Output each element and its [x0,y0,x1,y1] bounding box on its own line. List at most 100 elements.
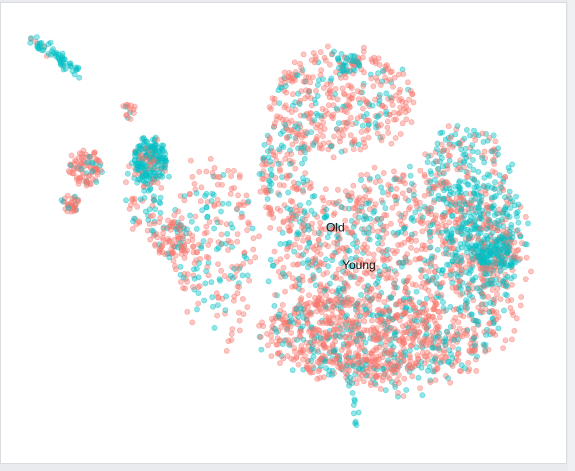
point-red [470,325,477,332]
point-red [341,288,348,295]
point-red [335,266,342,273]
point-red [315,368,322,375]
point-red [387,347,394,354]
point-red [455,357,462,364]
point-teal [137,196,144,202]
point-red [172,262,178,269]
point-red [144,158,151,164]
point-red [405,335,412,341]
point-red [373,344,380,351]
point-red [408,342,415,349]
point-red [522,276,529,282]
point-teal [466,162,473,169]
point-teal [132,150,139,157]
point-teal [267,178,273,185]
point-red [385,269,392,276]
point-teal [350,363,357,369]
point-red [492,169,499,176]
point-red [494,285,501,292]
point-teal [211,225,217,232]
point-red [315,237,322,243]
point-red [435,182,442,189]
point-red [385,191,392,198]
point-red [327,297,334,304]
point-red [350,273,357,280]
point-red [295,252,302,259]
point-red [332,326,339,333]
point-teal [464,299,471,306]
point-teal [293,306,300,313]
point-red [289,185,296,191]
point-red [234,263,241,270]
point-red [408,119,415,126]
point-red [147,213,154,220]
point-red [319,194,326,201]
point-red [393,314,400,321]
point-red [404,79,411,86]
point-red [272,174,279,181]
point-red [195,284,201,291]
point-teal [468,311,475,318]
point-teal [163,158,170,165]
point-red [507,304,514,311]
point-teal [461,225,468,232]
point-red [489,287,496,293]
point-red [314,248,320,255]
point-red [445,123,452,130]
point-teal [300,175,306,182]
point-teal [224,230,231,237]
point-teal [445,359,452,365]
point-red [373,74,380,81]
point-red [382,342,389,349]
point-red [323,333,330,340]
point-red [262,189,269,196]
point-red [437,233,444,239]
point-teal [313,110,320,117]
point-red [167,226,174,233]
point-red [430,199,437,206]
point-red [406,274,412,281]
point-teal [194,306,200,313]
point-red [440,308,447,315]
point-red [385,181,392,188]
point-red [401,329,408,336]
point-teal [332,332,339,339]
point-teal [493,242,500,249]
point-teal [366,236,373,243]
point-teal [391,268,398,275]
point-teal [492,179,498,186]
point-teal [480,282,487,289]
point-red [470,297,477,304]
point-teal [376,268,383,275]
point-teal [443,227,450,234]
point-red [450,323,457,330]
point-red [419,301,425,308]
point-red [415,329,422,336]
point-red [350,205,356,212]
point-red [283,116,289,123]
point-red [282,155,288,162]
point-red [395,372,402,378]
point-red [156,219,163,225]
point-red [387,352,394,359]
point-teal [375,240,381,247]
point-red [414,203,420,210]
point-teal [335,287,342,294]
point-teal [443,200,450,207]
point-teal [413,288,420,295]
point-red [502,174,509,181]
point-red [511,327,518,334]
point-teal [383,90,390,97]
point-red [171,236,178,243]
point-teal [508,221,515,228]
scrollbar-gutter[interactable] [568,0,575,471]
point-teal [359,122,366,129]
point-teal [469,148,476,155]
point-red [361,69,367,76]
point-red [479,264,486,271]
point-teal [267,187,274,194]
point-red [311,338,318,344]
point-red [277,360,283,367]
point-teal [204,214,210,221]
point-teal [483,271,490,278]
